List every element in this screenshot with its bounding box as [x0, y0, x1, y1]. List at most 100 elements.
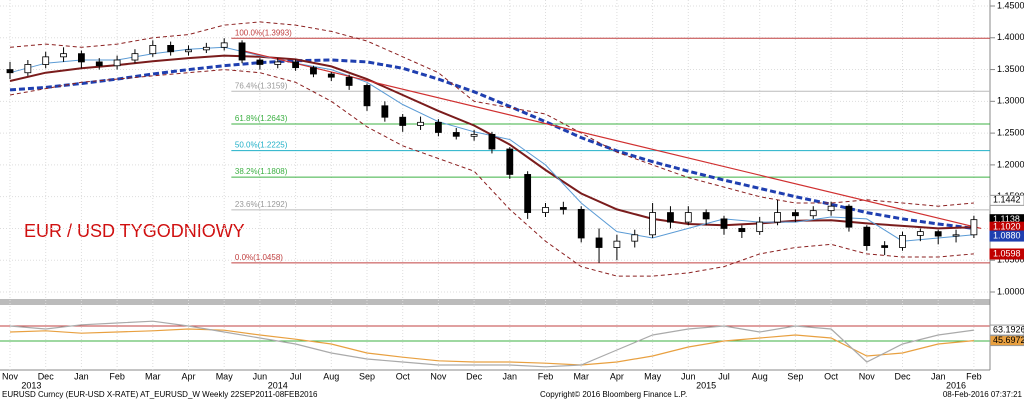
candle-body [345, 76, 353, 86]
candle-body [720, 218, 728, 229]
candle-body [167, 45, 175, 53]
y-tick-label: 1.4000 [997, 32, 1024, 42]
trendline [241, 49, 982, 230]
price-marker-label: 1.0880 [993, 230, 1021, 240]
ma-line [9, 58, 975, 230]
osc-marker-label: 45.6972 [993, 335, 1024, 345]
candle-body [95, 61, 103, 67]
x-tick-label: May [644, 371, 662, 381]
x-tick-label: Jan [74, 371, 89, 381]
x-tick-label: Oct [824, 371, 839, 381]
candle-body [310, 67, 317, 75]
x-tick-label: Jan [503, 371, 518, 381]
x-tick-label: Jul [290, 371, 302, 381]
candle-body [113, 59, 121, 67]
candle-body [542, 207, 549, 213]
candle-body [220, 42, 228, 48]
fib-label: 38.2%(1.1808) [235, 167, 288, 176]
x-tick-label: Feb [538, 371, 554, 381]
candle-body [434, 121, 442, 133]
candle-body [60, 53, 67, 58]
osc-marker [989, 324, 1024, 336]
y-tick-label: 1.2500 [997, 127, 1024, 137]
candle-body [24, 64, 32, 74]
candle-body [649, 212, 656, 236]
candle-body [185, 49, 192, 53]
osc-marker-label: 63.1926 [993, 324, 1024, 334]
x-tick-label: Dec [894, 371, 911, 381]
candle-body [613, 240, 621, 248]
candle-body [809, 210, 817, 217]
candle-body [702, 212, 710, 220]
year-label: 2016 [946, 380, 966, 390]
footer-left: EURUSD Curncy (EUR-USD X-RATE) AT_EURUSD… [2, 390, 318, 399]
x-tick-label: Sep [359, 371, 375, 381]
candle-body [149, 45, 157, 55]
candle-body [131, 53, 139, 61]
annotation: EUR / USD TYGODNIOWY [24, 221, 245, 241]
y-tick-label: 1.0500 [997, 255, 1024, 265]
x-tick-label: Jun [253, 371, 268, 381]
year-label: 2015 [696, 380, 716, 390]
price-marker [989, 230, 1024, 242]
candle-body [363, 85, 371, 107]
candle-body [970, 219, 978, 236]
x-tick-label: Feb [109, 371, 125, 381]
candle-body [452, 132, 460, 137]
fib-label: 0.0%(1.0458) [235, 253, 283, 262]
x-tick-label: Aug [323, 371, 339, 381]
candle-body [256, 59, 264, 65]
footer-right: 08-Feb-2016 07:37:21 [943, 390, 1023, 399]
x-tick-label: Nov [2, 371, 19, 381]
candle-body [506, 148, 514, 175]
x-tick-label: Apr [610, 371, 624, 381]
x-tick-label: Jun [681, 371, 696, 381]
candle-body [274, 61, 282, 65]
x-tick-label: Oct [396, 371, 411, 381]
candle-body [881, 245, 889, 248]
x-tick-label: Apr [181, 371, 195, 381]
candle-body [42, 56, 50, 65]
fib-label: 23.6%(1.1292) [235, 200, 288, 209]
fib-label: 50.0%(1.2225) [235, 141, 288, 150]
candle-body [774, 212, 781, 223]
candle-body [792, 212, 799, 217]
y-tick-label: 1.0000 [997, 286, 1024, 296]
price-marker-label: 1.1020 [993, 222, 1021, 232]
candle-body [631, 234, 639, 242]
candle-body [684, 212, 692, 223]
x-tick-label: Aug [752, 371, 768, 381]
x-tick-label: Feb [966, 371, 982, 381]
x-tick-label: Nov [430, 371, 447, 381]
price-marker [989, 248, 1024, 260]
x-tick-label: Mar [573, 371, 589, 381]
candle-body [899, 235, 906, 248]
candle-body [238, 42, 246, 61]
candle-body [667, 212, 674, 223]
ma-line [9, 21, 974, 207]
x-tick-label: Jan [931, 371, 946, 381]
y-tick-label: 1.4500 [997, 0, 1024, 10]
footer-center: Copyright© 2016 Bloomberg Finance L.P. [540, 390, 687, 399]
candle-body [934, 231, 942, 237]
year-label: 2013 [21, 380, 41, 390]
candle-body [559, 207, 567, 210]
y-tick-label: 1.2000 [997, 159, 1024, 169]
candle-body [6, 69, 14, 74]
candle-body [417, 121, 424, 126]
fib-label: 61.8%(1.2643) [235, 114, 288, 123]
osc-line [9, 320, 974, 368]
osc-line [9, 328, 974, 366]
y-tick-label: 1.3500 [997, 64, 1024, 74]
candle-body [863, 226, 871, 247]
x-tick-label: Nov [859, 371, 876, 381]
candle-body [399, 116, 407, 126]
fib-label: 76.4%(1.3159) [235, 81, 288, 90]
x-tick-label: Mar [145, 371, 161, 381]
candle-body [327, 73, 335, 78]
candle-body [524, 174, 532, 213]
x-tick-label: Dec [466, 371, 483, 381]
candle-body [916, 231, 924, 236]
